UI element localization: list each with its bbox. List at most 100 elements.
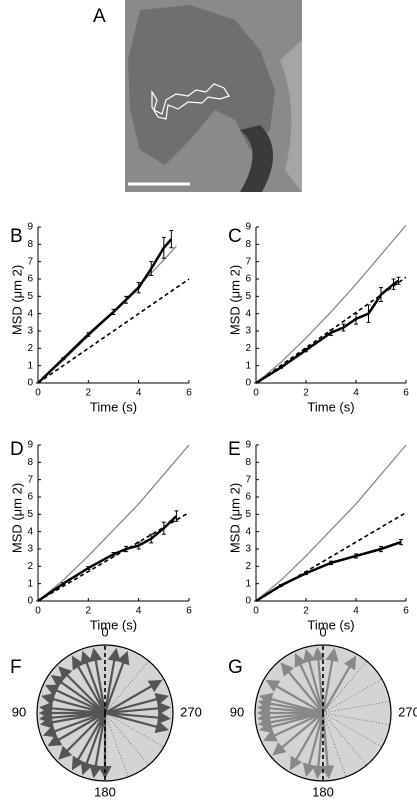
direction-arrow — [104, 711, 171, 725]
x-tick-label: 0 — [253, 606, 259, 617]
y-tick-label: 0 — [27, 378, 33, 389]
x-axis-label: Time (s) — [90, 617, 137, 632]
direction-arrow — [311, 712, 325, 779]
y-tick-label: 0 — [245, 378, 251, 389]
y-axis-label: MSD (μm 2) — [227, 483, 242, 553]
y-tick-label: 1 — [27, 360, 33, 371]
error-bar — [366, 304, 371, 323]
dotted-ray — [322, 712, 391, 726]
y-tick-label: 8 — [27, 457, 33, 468]
y-tick-label: 9 — [27, 440, 33, 451]
error-bar — [136, 281, 141, 294]
panel-label: B — [10, 226, 23, 247]
y-tick-label: 5 — [245, 509, 251, 520]
angle-tick-label: 0 — [319, 624, 326, 639]
y-tick-label: 9 — [245, 222, 251, 233]
direction-arrow — [47, 712, 106, 747]
y-tick-label: 6 — [27, 274, 33, 285]
y-tick-label: 4 — [27, 526, 33, 537]
direction-arrow — [89, 712, 107, 779]
y-tick-label: 1 — [245, 360, 251, 371]
direction-arrow — [263, 712, 324, 742]
y-tick-label: 8 — [245, 239, 251, 250]
series-line — [37, 278, 190, 384]
angle-tick-label: 90 — [230, 704, 244, 719]
panel-label: G — [228, 657, 243, 678]
y-tick-label: 2 — [245, 561, 251, 572]
y-tick-label: 6 — [245, 274, 251, 285]
angle-tick-label: 180 — [312, 784, 334, 799]
error-bar — [354, 553, 358, 559]
panel-label: C — [228, 226, 242, 247]
y-tick-label: 7 — [27, 474, 33, 485]
error-bar — [379, 287, 383, 303]
error-bar — [279, 584, 283, 587]
direction-arrow — [265, 679, 324, 714]
y-axis-label: MSD (μm 2) — [9, 483, 24, 553]
error-bar — [111, 551, 116, 557]
direction-arrow — [80, 650, 107, 714]
x-tick-label: 0 — [35, 606, 41, 617]
error-bar — [111, 308, 116, 316]
direction-arrow — [321, 712, 335, 779]
error-bar — [124, 545, 129, 553]
dotted-ray — [322, 660, 368, 714]
direction-arrow — [50, 675, 106, 714]
direction-arrow — [45, 684, 106, 714]
direction-arrow — [71, 655, 106, 714]
series-line — [37, 511, 190, 602]
series-line — [37, 238, 173, 384]
direction-arrow — [311, 647, 325, 714]
series-line — [255, 279, 400, 385]
panel-label: E — [228, 439, 241, 460]
direction-arrow — [104, 701, 171, 715]
direction-arrow — [302, 712, 325, 777]
y-axis-label: MSD (μm 2) — [227, 265, 242, 335]
y-tick-label: 6 — [245, 492, 251, 503]
direction-arrow — [259, 711, 324, 734]
direction-arrow — [104, 679, 163, 714]
x-tick-label: 4 — [136, 606, 142, 617]
error-bar — [329, 329, 333, 336]
error-bar — [149, 533, 154, 544]
error-bar — [161, 521, 166, 535]
dotted-ray — [322, 700, 391, 714]
y-tick-label: 7 — [27, 256, 33, 267]
angle-tick-label: 180 — [94, 784, 116, 799]
y-tick-label: 0 — [245, 596, 251, 607]
x-tick-label: 0 — [253, 388, 259, 399]
y-tick-label: 5 — [27, 291, 33, 302]
y-tick-label: 7 — [245, 256, 251, 267]
error-bar — [61, 582, 66, 586]
error-bar — [136, 541, 141, 550]
angle-tick-label: 0 — [101, 624, 108, 639]
error-bar — [124, 295, 129, 304]
y-tick-label: 1 — [245, 578, 251, 589]
y-tick-label: 5 — [27, 509, 33, 520]
y-tick-label: 3 — [27, 544, 33, 555]
error-bar — [379, 545, 383, 553]
direction-arrow — [294, 653, 324, 714]
error-bar — [279, 366, 283, 369]
direction-arrow — [103, 647, 121, 714]
error-bar — [61, 357, 66, 361]
panel-label: F — [10, 657, 22, 678]
error-bar — [86, 566, 91, 570]
error-bar — [391, 278, 396, 290]
direction-arrow — [272, 712, 324, 756]
y-tick-label: 3 — [245, 544, 251, 555]
x-tick-label: 4 — [353, 388, 359, 399]
x-tick-label: 2 — [303, 388, 309, 399]
direction-arrow — [80, 712, 107, 776]
x-tick-label: 6 — [186, 606, 192, 617]
angle-tick-label: 270 — [398, 704, 417, 719]
y-tick-label: 4 — [245, 526, 251, 537]
x-axis-label: Time (s) — [90, 399, 137, 414]
y-tick-label: 9 — [245, 440, 251, 451]
dotted-ray — [104, 712, 165, 748]
angle-tick-label: 270 — [180, 704, 202, 719]
y-tick-label: 4 — [245, 308, 251, 319]
y-tick-label: 4 — [27, 308, 33, 319]
x-tick-label: 4 — [353, 606, 359, 617]
x-tick-label: 6 — [186, 388, 192, 399]
